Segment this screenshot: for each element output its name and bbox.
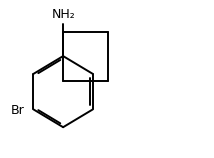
Text: Br: Br [11,104,25,118]
Text: NH₂: NH₂ [51,8,75,21]
